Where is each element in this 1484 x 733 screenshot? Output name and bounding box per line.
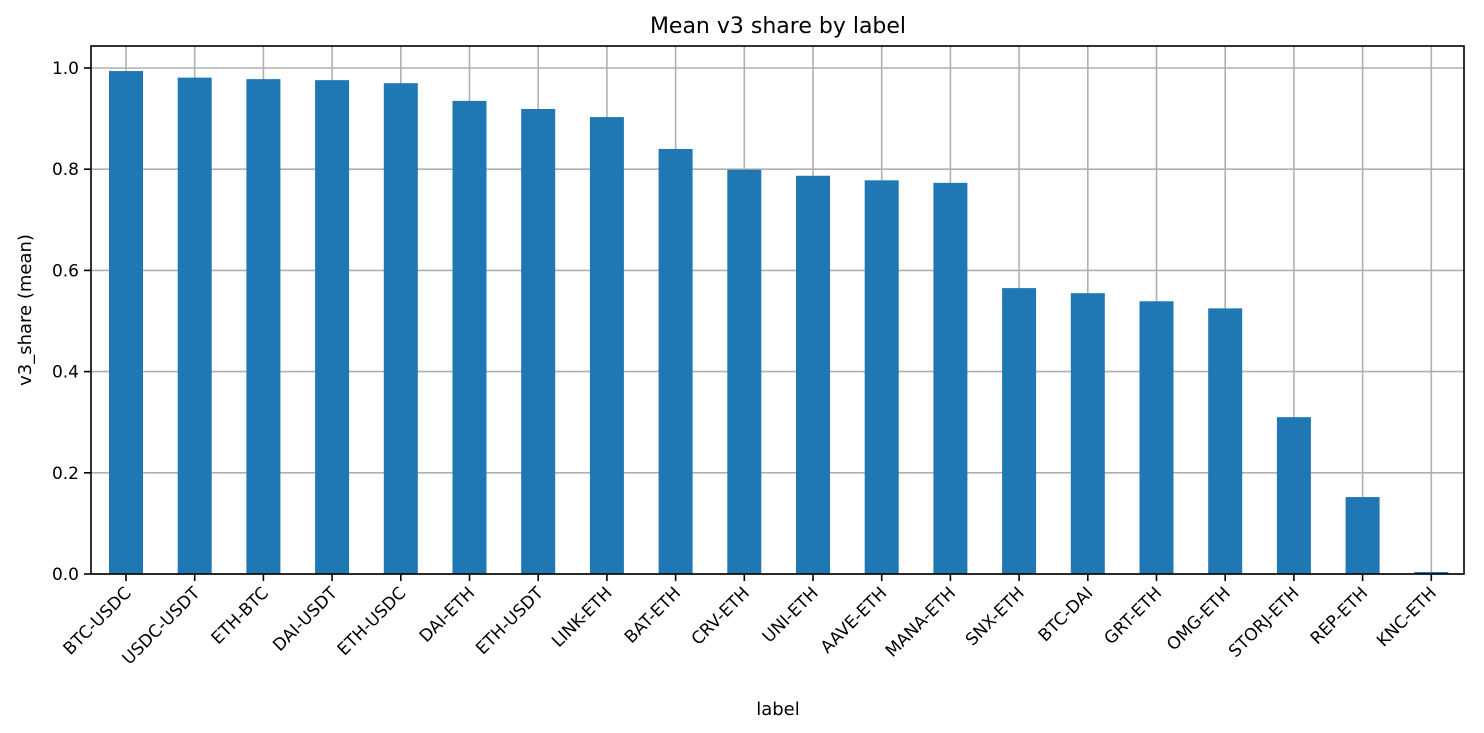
x-tick-label: LINK-ETH [548,583,616,651]
x-tick-label: REP-ETH [1307,583,1372,648]
x-tick-label: DAI-ETH [416,583,479,646]
bar-eth-btc [246,79,281,574]
bar-snx-eth [1002,288,1037,574]
y-tick-label: 0.2 [52,464,79,484]
bar-rep-eth [1345,497,1380,574]
bar-omg-eth [1208,308,1243,574]
bar-eth-usdc [383,83,418,575]
bar-link-eth [589,117,624,574]
bar-storj-eth [1276,417,1311,574]
plot-frame [90,45,1465,575]
bar-dai-eth [452,100,487,574]
y-tick-label: 0.8 [52,160,79,180]
bar-aave-eth [864,180,899,574]
bars [109,71,1449,575]
x-tick-label: CRV-ETH [688,583,754,649]
bar-crv-eth [727,169,762,574]
bar-usdc-usdt [177,77,212,574]
bar-uni-eth [796,175,830,574]
x-tick-label: BAT-ETH [621,583,685,647]
x-tick-label: UNI-ETH [759,583,823,647]
x-tick-label: BTC-USDC [60,583,136,659]
chart-title: Mean v3 share by label [650,14,906,39]
x-tick-label: DAI-USDT [269,583,342,656]
bar-mana-eth [933,182,968,574]
bar-dai-usdt [315,80,350,575]
y-axis-label: v3_share (mean) [15,234,36,386]
x-tick-label: OMG-ETH [1163,583,1235,655]
bar-grt-eth [1139,301,1174,574]
y-tick-label: 0.6 [52,261,79,281]
y-tick-label: 0.4 [52,363,79,383]
y-axis: 0.0 0.2 0.4 0.6 0.8 1.0 [52,59,91,585]
x-tick-label: ETH-BTC [208,583,273,648]
grid [91,46,1464,575]
x-tick-label: STORJ-ETH [1225,583,1303,661]
x-tick-label: GRT-ETH [1101,583,1166,648]
x-tick-label: MANA-ETH [882,583,960,661]
bar-bat-eth [658,148,693,574]
x-tick-label: SNX-ETH [962,583,1029,650]
x-tick-label: AAVE-ETH [817,583,891,657]
x-axis-label: label [756,699,800,720]
bar-eth-usdt [521,108,556,575]
y-tick-label: 0.0 [52,565,79,585]
bar-btc-usdc [109,71,143,574]
bar-btc-dai [1070,293,1105,574]
x-tick-label: BTC-DAI [1035,583,1098,646]
x-tick-label: ETH-USDC [334,583,411,660]
x-tick-label: KNC-ETH [1373,583,1441,651]
x-tick-label: ETH-USDT [472,583,548,659]
bar-knc-eth [1414,571,1449,574]
y-tick-label: 1.0 [52,59,79,79]
